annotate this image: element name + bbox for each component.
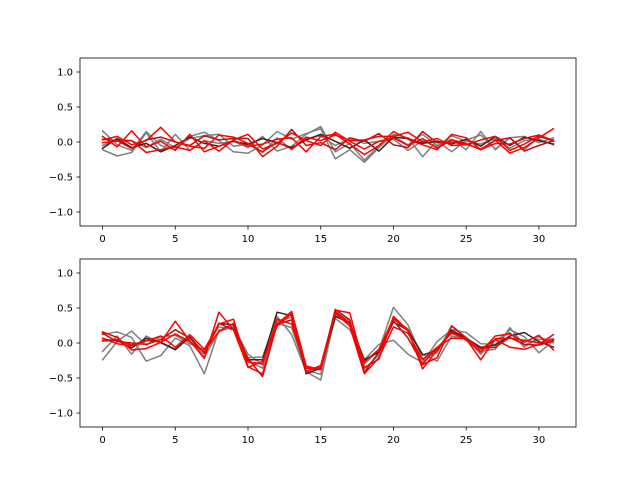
x-tick-label: 20 bbox=[387, 435, 400, 446]
x-tick-label: 5 bbox=[172, 435, 178, 446]
x-tick-label: 30 bbox=[533, 435, 546, 446]
series-line-8 bbox=[101, 312, 555, 375]
x-tick-label: 15 bbox=[314, 234, 327, 245]
y-tick-label: 0.0 bbox=[57, 138, 73, 149]
y-tick-label: 0.0 bbox=[57, 339, 73, 350]
subplot-1: 0 5 10 15 20 25 30 −1.0 −0.5 0.0 0.5 1.0 bbox=[49, 57, 577, 245]
x-tick-label: 25 bbox=[460, 234, 473, 245]
y-tick-label: 1.0 bbox=[57, 68, 73, 79]
y-tick-label: −0.5 bbox=[49, 173, 73, 184]
series-line-1 bbox=[101, 306, 555, 381]
x-tick-label: 20 bbox=[387, 234, 400, 245]
x-tick-label: 5 bbox=[172, 234, 178, 245]
y-tick-label: −0.5 bbox=[49, 374, 73, 385]
x-tick-label: 10 bbox=[242, 234, 255, 245]
y-tick-label: −1.0 bbox=[49, 409, 73, 420]
series-group bbox=[101, 306, 555, 381]
y-tick-label: 0.5 bbox=[57, 103, 73, 114]
x-tick-label: 15 bbox=[314, 435, 327, 446]
series-line-8 bbox=[101, 131, 555, 154]
series-line-7 bbox=[101, 126, 555, 153]
series-group bbox=[101, 125, 555, 164]
y-tick-label: −1.0 bbox=[49, 208, 73, 219]
x-tick-label: 10 bbox=[242, 435, 255, 446]
x-tick-label: 0 bbox=[99, 435, 105, 446]
y-tick-label: 1.0 bbox=[57, 269, 73, 280]
x-tick-label: 25 bbox=[460, 435, 473, 446]
subplot-2: 0 5 10 15 20 25 30 −1.0 −0.5 0.0 0.5 1.0 bbox=[49, 258, 577, 446]
x-tick-label: 0 bbox=[99, 234, 105, 245]
x-tick-label: 30 bbox=[533, 234, 546, 245]
y-tick-label: 0.5 bbox=[57, 304, 73, 315]
series-line-3 bbox=[101, 133, 555, 154]
